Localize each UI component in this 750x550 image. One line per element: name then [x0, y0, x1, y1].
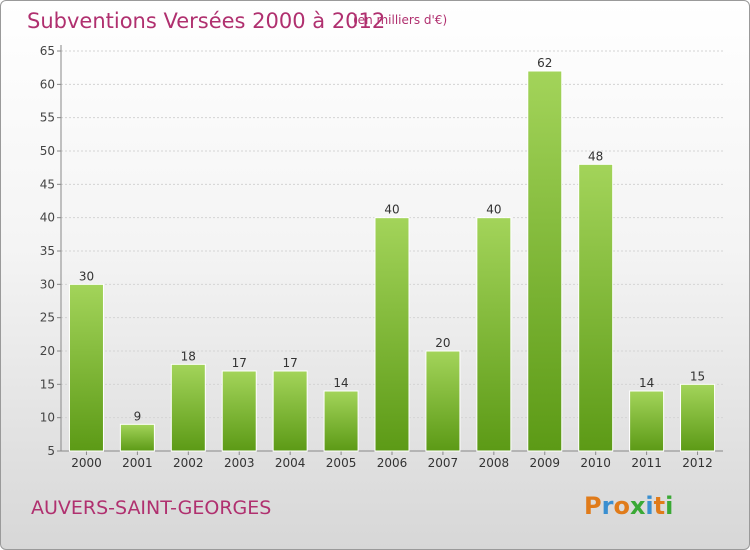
y-tick-label: 40 — [40, 211, 55, 225]
bar — [425, 350, 461, 452]
logo-letter: r — [601, 492, 614, 520]
logo-letter: t — [653, 492, 666, 520]
bar — [476, 217, 512, 452]
bar — [221, 370, 257, 452]
y-tick-label: 5 — [47, 444, 55, 458]
x-tick-label: 2002 — [173, 456, 204, 470]
labels: 5 10 15 20 25 30 35 40 45 50 55 60 65 30 2000 9 2001 18 20… — [40, 44, 713, 470]
data-label: 20 — [435, 336, 450, 350]
bar — [680, 383, 716, 452]
data-label: 48 — [588, 149, 603, 163]
y-tick-label: 30 — [40, 277, 55, 291]
y-tick-label: 55 — [40, 111, 55, 125]
y-tick-label: 60 — [40, 77, 55, 91]
bar — [527, 70, 563, 452]
data-label: 30 — [79, 269, 94, 283]
logo-letter: i — [665, 492, 674, 520]
x-tick-label: 2008 — [479, 456, 510, 470]
x-tick-label: 2004 — [275, 456, 306, 470]
chart-title: Subventions Versées 2000 à 2012 — [27, 9, 386, 33]
chart-subtitle: (en milliers d'€) — [353, 13, 448, 27]
bar — [629, 390, 665, 452]
bar — [119, 423, 155, 452]
bars — [68, 70, 716, 452]
data-label: 17 — [232, 356, 247, 370]
x-tick-label: 2007 — [428, 456, 459, 470]
y-tick-label: 25 — [40, 311, 55, 325]
logo-letter: i — [645, 492, 654, 520]
x-tick-label: 2003 — [224, 456, 255, 470]
data-label: 14 — [333, 376, 348, 390]
data-label: 17 — [283, 356, 298, 370]
data-label: 15 — [690, 369, 705, 383]
bar — [578, 163, 614, 452]
logo-letter: o — [613, 492, 630, 520]
y-tick-label: 35 — [40, 244, 55, 258]
logo-letter: x — [629, 492, 646, 520]
data-label: 18 — [181, 349, 196, 363]
x-tick-label: 2005 — [326, 456, 357, 470]
logo-letter: P — [584, 492, 602, 520]
x-tick-label: 2009 — [529, 456, 560, 470]
bar — [323, 390, 359, 452]
x-tick-label: 2000 — [71, 456, 102, 470]
y-tick-label: 50 — [40, 144, 55, 158]
x-tick-label: 2011 — [631, 456, 662, 470]
data-label: 14 — [639, 376, 654, 390]
data-label: 40 — [384, 203, 399, 217]
bar — [68, 283, 104, 452]
x-tick-label: 2010 — [580, 456, 611, 470]
y-tick-label: 45 — [40, 177, 55, 191]
y-tick-label: 10 — [40, 411, 55, 425]
data-label: 9 — [134, 409, 142, 423]
x-tick-label: 2006 — [377, 456, 408, 470]
bar — [170, 363, 206, 452]
y-tick-label: 15 — [40, 377, 55, 391]
y-tick-label: 65 — [40, 44, 55, 58]
bar — [272, 370, 308, 452]
x-tick-label: 2012 — [682, 456, 713, 470]
bar — [374, 217, 410, 452]
data-label: 40 — [486, 203, 501, 217]
x-tick-label: 2001 — [122, 456, 153, 470]
y-tick-label: 20 — [40, 344, 55, 358]
data-label: 62 — [537, 56, 552, 70]
proxiti-logo: Proxiti — [584, 492, 673, 520]
commune-name: AUVERS-SAINT-GEORGES — [31, 497, 272, 519]
